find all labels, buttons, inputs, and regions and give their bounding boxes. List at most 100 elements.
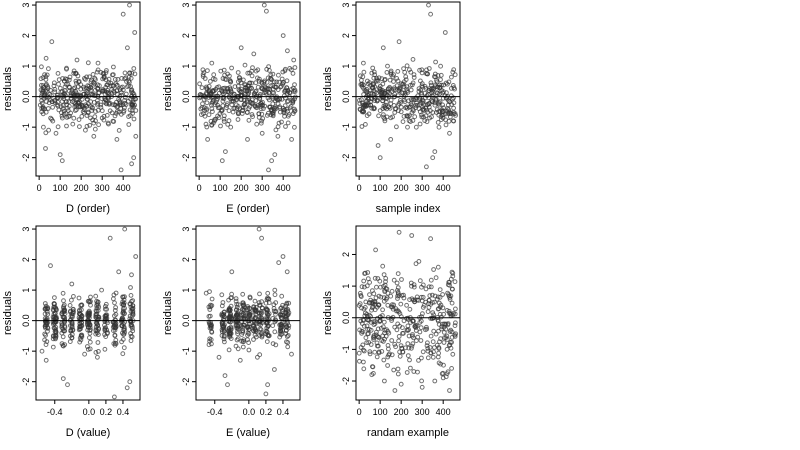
data-point <box>377 318 383 324</box>
data-point <box>409 345 414 351</box>
data-point <box>364 283 370 289</box>
data-point <box>391 103 397 108</box>
data-point <box>55 71 61 76</box>
data-point <box>77 339 83 345</box>
data-point <box>229 102 235 108</box>
data-point <box>38 87 44 93</box>
data-point <box>284 269 290 275</box>
data-point <box>95 60 101 66</box>
data-point <box>358 73 363 79</box>
data-point <box>397 349 403 355</box>
data-point <box>274 79 280 85</box>
data-point <box>250 114 256 119</box>
data-point <box>435 264 441 270</box>
data-point <box>434 90 440 96</box>
data-point <box>359 330 365 336</box>
data-point <box>438 314 444 320</box>
data-point <box>390 114 396 120</box>
data-point <box>103 314 109 320</box>
data-point <box>236 302 241 308</box>
data-point <box>251 337 256 342</box>
data-point <box>361 60 366 66</box>
data-point <box>122 226 128 232</box>
data-point <box>427 345 433 350</box>
data-point <box>429 86 435 91</box>
data-point <box>364 340 370 346</box>
data-point <box>117 98 122 104</box>
data-point <box>51 80 57 86</box>
data-point <box>445 369 451 375</box>
data-point <box>115 104 121 109</box>
y-tick-label: 0.0 <box>181 314 191 327</box>
data-point <box>403 74 409 80</box>
plot-frame <box>195 1 301 177</box>
data-point <box>425 355 431 361</box>
data-point <box>231 98 236 104</box>
data-point <box>241 322 247 328</box>
y-tick-label: 0.0 <box>181 90 191 103</box>
data-point <box>420 305 426 310</box>
data-point <box>206 88 212 94</box>
data-point <box>245 305 251 311</box>
data-point <box>129 161 135 167</box>
data-point <box>120 351 126 357</box>
data-point <box>112 325 118 331</box>
data-point <box>224 103 230 108</box>
data-point <box>57 152 63 158</box>
data-point <box>439 109 445 115</box>
data-point <box>447 282 452 288</box>
data-point <box>372 319 378 325</box>
data-point <box>433 98 439 104</box>
data-point <box>56 107 62 113</box>
data-point <box>394 280 400 286</box>
data-point <box>443 326 449 332</box>
data-point <box>217 105 222 110</box>
data-point <box>51 308 56 314</box>
data-point <box>48 115 53 121</box>
data-point <box>384 286 390 292</box>
data-point <box>371 333 377 338</box>
data-point <box>263 307 269 313</box>
data-point <box>383 276 389 281</box>
data-point <box>430 310 436 316</box>
data-point <box>45 106 51 111</box>
data-point <box>199 112 204 117</box>
x-tick-label: 0.4 <box>277 407 290 417</box>
data-point <box>129 70 135 76</box>
data-point <box>356 350 362 356</box>
data-point <box>120 87 126 93</box>
data-point <box>417 121 423 127</box>
data-point <box>238 86 244 92</box>
data-point <box>68 333 73 339</box>
data-point <box>253 89 258 95</box>
data-point <box>385 63 390 69</box>
data-point <box>272 319 278 325</box>
data-point <box>259 111 265 117</box>
data-point <box>420 97 425 103</box>
data-point <box>433 331 439 337</box>
data-point <box>285 344 291 350</box>
data-point <box>389 318 395 323</box>
data-point <box>83 85 89 91</box>
data-point <box>234 106 240 111</box>
data-point <box>378 325 384 331</box>
data-point <box>212 118 217 124</box>
data-point <box>417 97 423 103</box>
data-point <box>67 74 73 80</box>
data-point <box>58 104 64 109</box>
data-point <box>220 89 225 95</box>
data-point <box>114 137 120 142</box>
data-point <box>376 293 382 299</box>
data-point <box>40 75 46 81</box>
data-point <box>447 295 453 300</box>
plot-frame <box>195 225 301 401</box>
data-point <box>412 299 417 305</box>
data-point <box>120 11 126 17</box>
data-point <box>398 104 404 110</box>
data-point <box>400 331 405 336</box>
data-point <box>251 51 257 57</box>
data-point <box>46 127 51 133</box>
data-point <box>361 109 366 115</box>
data-point <box>275 124 281 130</box>
